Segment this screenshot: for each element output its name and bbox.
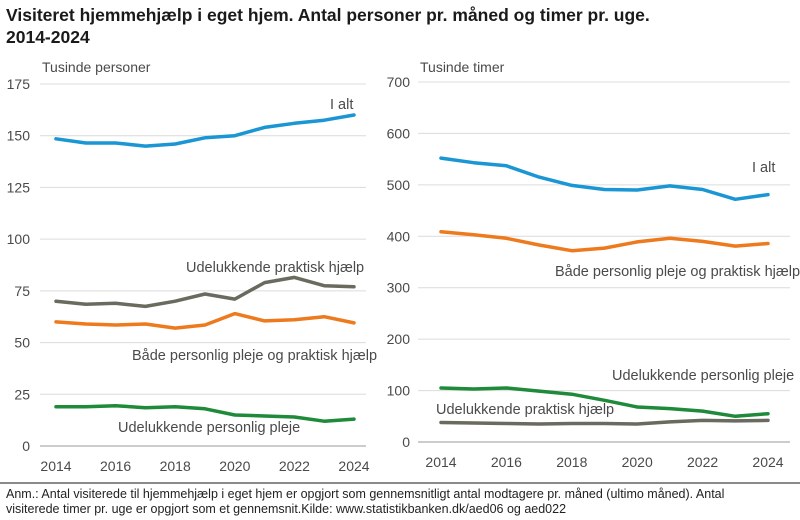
left-unit-label: Tusinde personer — [42, 59, 151, 75]
left-series-lines — [54, 113, 356, 423]
y-tick-label: 600 — [387, 125, 411, 141]
left-label-begge: Både personlig pleje og praktisk hjælp — [132, 348, 377, 364]
x-tick-label: 2014 — [40, 458, 71, 474]
x-tick-label: 2022 — [687, 454, 718, 470]
x-tick-label: 2024 — [752, 454, 783, 470]
series-line-både-personlig-pleje-og-praktisk-hjælp — [54, 311, 356, 330]
right-chart: Tusinde timer 0 100 200 300 400 500 600 700 201… — [387, 59, 800, 470]
charts-canvas: Tusinde personer 0 25 50 75 100 125 150 175 201… — [7, 59, 800, 474]
series-line-udelukkende-praktisk-hjælp — [439, 418, 770, 426]
x-tick-label: 2014 — [425, 454, 456, 470]
y-tick-label: 400 — [387, 228, 411, 244]
footnote-divider — [0, 482, 800, 484]
series-line-i-alt — [439, 156, 770, 202]
x-tick-label: 2018 — [556, 454, 587, 470]
y-tick-label: 100 — [387, 383, 411, 399]
y-tick-label: 0 — [22, 438, 30, 454]
y-tick-label: 75 — [14, 283, 30, 299]
y-tick-label: 500 — [387, 177, 411, 193]
right-label-praktisk: Udelukkende praktisk hjælp — [436, 402, 614, 418]
left-y-ticks: 0 25 50 75 100 125 150 175 — [7, 76, 31, 454]
x-tick-label: 2016 — [491, 454, 522, 470]
series-line-udelukkende-personlig-pleje — [439, 386, 770, 419]
footnote: Anm.: Antal visiterede til hjemmehjælp i… — [6, 487, 796, 517]
x-tick-label: 2018 — [160, 458, 191, 474]
chart-title: Visiteret hjemmehjælp i eget hjem. Antal… — [6, 4, 796, 48]
left-label-pleje: Udelukkende personlig pleje — [118, 420, 300, 436]
right-label-i-alt: I alt — [752, 160, 775, 176]
y-tick-label: 300 — [387, 280, 411, 296]
y-tick-label: 200 — [387, 331, 411, 347]
x-tick-label: 2020 — [622, 454, 653, 470]
x-tick-label: 2020 — [219, 458, 250, 474]
y-tick-label: 100 — [7, 231, 31, 247]
x-tick-label: 2024 — [338, 458, 369, 474]
left-label-praktisk: Udelukkende praktisk hjælp — [186, 260, 364, 276]
right-series-lines — [439, 156, 770, 426]
left-x-ticks: 2014 2016 2018 2020 2022 2024 — [40, 458, 369, 474]
y-tick-label: 125 — [7, 179, 31, 195]
right-x-ticks: 2014 2016 2018 2020 2022 2024 — [425, 454, 783, 470]
series-line-udelukkende-personlig-pleje — [54, 403, 356, 423]
title-line-1: Visiteret hjemmehjælp i eget hjem. Antal… — [6, 5, 650, 25]
left-gridlines — [40, 83, 366, 447]
series-line-både-personlig-pleje-og-praktisk-hjælp — [439, 229, 770, 253]
right-label-pleje: Udelukkende personlig pleje — [612, 368, 794, 384]
y-tick-label: 175 — [7, 76, 31, 92]
left-chart: Tusinde personer 0 25 50 75 100 125 150 175 201… — [7, 59, 377, 474]
y-tick-label: 150 — [7, 128, 31, 144]
y-tick-label: 700 — [387, 74, 411, 90]
y-tick-label: 50 — [14, 335, 30, 351]
right-gridlines — [418, 81, 790, 443]
left-label-i-alt: I alt — [330, 97, 353, 113]
footnote-line-2: visiterede timer pr. uge er opgjort som … — [6, 502, 567, 516]
x-tick-label: 2016 — [100, 458, 131, 474]
footnote-line-1: Anm.: Antal visiterede til hjemmehjælp i… — [6, 487, 725, 501]
x-tick-label: 2022 — [279, 458, 310, 474]
right-unit-label: Tusinde timer — [420, 59, 505, 75]
y-tick-label: 0 — [402, 434, 410, 450]
y-tick-label: 25 — [14, 386, 30, 402]
right-y-ticks: 0 100 200 300 400 500 600 700 — [387, 74, 411, 450]
series-line-i-alt — [54, 113, 356, 148]
right-label-begge: Både personlig pleje og praktisk hjælp — [555, 264, 800, 280]
series-line-udelukkende-praktisk-hjælp — [54, 275, 356, 309]
title-line-2: 2014-2024 — [6, 27, 90, 47]
